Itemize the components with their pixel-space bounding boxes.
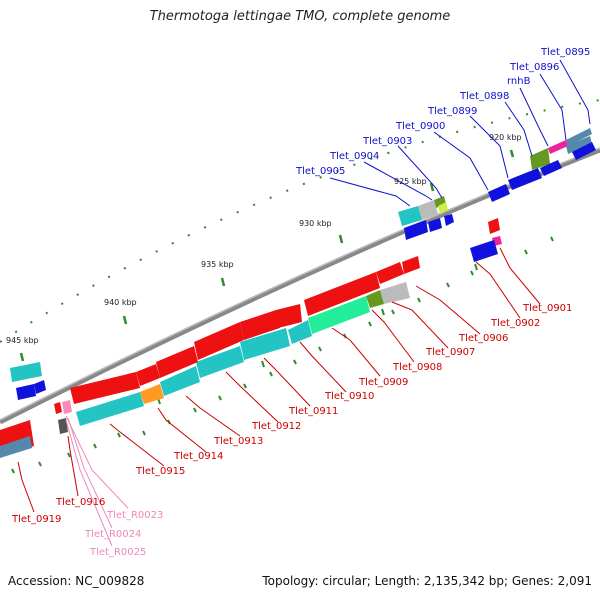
gene-label-tlet-0899[interactable]: Tlet_0899 xyxy=(427,106,477,117)
gene-upper-blue-b xyxy=(540,160,562,176)
gene-label-tlet-0913[interactable]: Tlet_0913 xyxy=(213,436,263,447)
gene-upper-blue-a xyxy=(572,142,596,160)
gene-upper-0898 xyxy=(566,136,592,154)
gene-label-tlet-0910[interactable]: Tlet_0910 xyxy=(324,391,374,402)
gene-lower-0913 xyxy=(160,366,200,396)
upper-genes xyxy=(10,128,596,400)
lower-genes xyxy=(0,218,502,458)
gene-upper-945-cyan xyxy=(10,362,42,382)
leader-lines-pink xyxy=(65,415,129,547)
gene-upper-blue-c xyxy=(508,168,542,190)
gene-label-tlet-0896[interactable]: Tlet_0896 xyxy=(509,62,559,73)
gene-label-tlet-0908[interactable]: Tlet_0908 xyxy=(392,362,442,373)
gene-label-tlet-0909[interactable]: Tlet_0909 xyxy=(358,377,408,388)
gene-lower-red-a xyxy=(276,304,302,328)
gene-upper-rnhB xyxy=(530,148,550,170)
gene-lower-red-f xyxy=(70,372,140,404)
gene-lower-0919-steel xyxy=(0,436,32,458)
gene-upper-945-blue-b xyxy=(34,380,46,394)
gene-label-tlet-0895[interactable]: Tlet_0895 xyxy=(540,47,590,58)
gene-lower-0911 xyxy=(240,328,290,360)
kbp-labels: 920 kbp 925 kbp 930 kbp 935 kbp 940 kbp … xyxy=(6,133,522,345)
gene-label-tlet-0898[interactable]: Tlet_0898 xyxy=(459,91,509,102)
gene-label-tlet-0906[interactable]: Tlet_0906 xyxy=(458,333,508,344)
gene-label-tlet-0911[interactable]: Tlet_0911 xyxy=(288,406,338,417)
labels-rna: Tlet_R0023 Tlet_R0024 Tlet_R0025 xyxy=(84,510,163,558)
major-ticks xyxy=(19,149,515,362)
gene-upper-945-blue xyxy=(16,384,36,400)
leader-lines-red xyxy=(17,247,541,513)
gene-upper-0905-gray xyxy=(418,200,438,220)
genome-summary-text: Topology: circular; Length: 2,135,342 bp… xyxy=(262,574,592,588)
gene-upper-blue-d xyxy=(488,184,510,202)
kbp-label-940: 940 kbp xyxy=(104,298,137,307)
leader-lines-blue xyxy=(329,59,591,207)
gene-lower-0914 xyxy=(140,384,164,404)
gene-lower-rna-red xyxy=(54,402,62,414)
gene-upper-0905-cyan xyxy=(398,206,422,226)
gene-lower-0909 xyxy=(308,296,370,334)
kbp-label-945: 945 kbp xyxy=(6,336,39,345)
gene-upper-0904 xyxy=(438,202,448,214)
gene-lower-red-d xyxy=(156,346,198,378)
gene-lower-0916 xyxy=(58,418,68,434)
gene-lower-0908 xyxy=(376,262,404,284)
gene-label-tlet-0912[interactable]: Tlet_0912 xyxy=(251,421,301,432)
kbp-label-930: 930 kbp xyxy=(299,219,332,228)
map-title: Thermotoga lettingae TMO, complete genom… xyxy=(149,9,451,24)
genome-backbone xyxy=(0,147,600,425)
gene-lower-0902-blue xyxy=(470,240,498,262)
gene-lower-red-g xyxy=(304,272,380,316)
gene-label-tlet-0907[interactable]: Tlet_0907 xyxy=(425,347,475,358)
labels-bottom: Tlet_0901 Tlet_0902 Tlet_0906 Tlet_0907 … xyxy=(11,303,572,525)
gene-lower-0915 xyxy=(76,392,144,426)
gene-label-tlet-0919[interactable]: Tlet_0919 xyxy=(11,514,61,525)
gene-upper-0895 xyxy=(566,128,592,146)
accession-text: Accession: NC_009828 xyxy=(8,574,145,588)
gene-lower-rna-pink xyxy=(62,400,72,414)
gene-label-tlet-0902[interactable]: Tlet_0902 xyxy=(490,318,540,329)
gene-upper-blue-g xyxy=(444,214,454,226)
gene-lower-red-b xyxy=(240,310,280,340)
gene-label-tlet-r0025[interactable]: Tlet_R0025 xyxy=(89,547,146,558)
gene-label-tlet-0901[interactable]: Tlet_0901 xyxy=(522,303,572,314)
gene-label-tlet-0914[interactable]: Tlet_0914 xyxy=(173,451,223,462)
gene-label-tlet-0915[interactable]: Tlet_0915 xyxy=(135,466,185,477)
gene-label-tlet-0900[interactable]: Tlet_0900 xyxy=(395,121,445,132)
gene-label-tlet-0905[interactable]: Tlet_0905 xyxy=(295,166,345,177)
gene-upper-blue-e xyxy=(404,220,428,240)
gene-upper-0896 xyxy=(548,140,568,154)
gene-label-rnhb[interactable]: rnhB xyxy=(507,76,531,87)
gene-lower-0907 xyxy=(366,290,384,308)
gene-label-tlet-0903[interactable]: Tlet_0903 xyxy=(362,136,412,147)
labels-top: Tlet_0895 Tlet_0896 rnhB Tlet_0898 Tlet_… xyxy=(295,47,590,177)
gene-label-tlet-0904[interactable]: Tlet_0904 xyxy=(329,151,379,162)
gene-label-tlet-r0024[interactable]: Tlet_R0024 xyxy=(84,529,141,540)
kbp-label-935: 935 kbp xyxy=(201,260,234,269)
gene-lower-0906 xyxy=(380,282,410,304)
kbp-label-920: 920 kbp xyxy=(489,133,522,142)
gene-lower-red-e xyxy=(136,364,160,386)
gene-lower-0912 xyxy=(196,346,244,378)
gene-upper-blue-f xyxy=(428,218,442,232)
gene-lower-0901 xyxy=(488,218,500,234)
gene-lower-red-c xyxy=(194,322,244,360)
gene-label-tlet-0916[interactable]: Tlet_0916 xyxy=(55,497,105,508)
gene-lower-0910 xyxy=(288,320,312,344)
kbp-label-925: 925 kbp xyxy=(394,177,427,186)
gene-lower-0908b xyxy=(402,256,420,274)
gene-label-tlet-r0023[interactable]: Tlet_R0023 xyxy=(106,510,163,521)
